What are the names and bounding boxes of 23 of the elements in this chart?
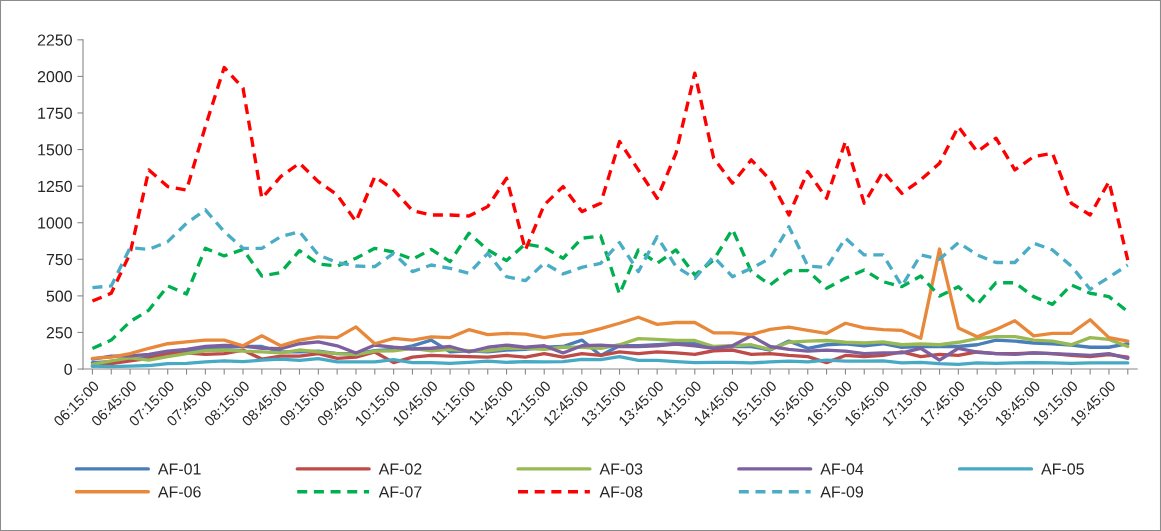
y-tick-label: 2000 — [37, 71, 72, 83]
legend-label: AF-07 — [378, 486, 422, 498]
y-tick-label: 1500 — [38, 144, 72, 156]
legend-label: AF-06 — [157, 486, 201, 498]
line-series — [90, 208, 1130, 291]
legend-label: AF-04 — [820, 463, 864, 475]
legend-label: AF-08 — [599, 486, 643, 498]
line-series — [90, 354, 1130, 369]
line-series — [90, 65, 1130, 303]
y-tick-label: 1750 — [38, 107, 72, 119]
y-tick-label: 250 — [46, 327, 72, 339]
y-tick-label: 1000 — [38, 217, 72, 229]
y-tick-label: 0 — [64, 363, 72, 375]
legend-label: AF-09 — [820, 486, 863, 498]
legend-label: AF-03 — [599, 463, 643, 475]
legend-label: AF-05 — [1041, 463, 1084, 475]
legend-label: AF-01 — [157, 463, 201, 475]
y-tick-label: 750 — [46, 253, 72, 266]
y-tick-label: 1250 — [38, 180, 72, 193]
legend-label: AF-02 — [378, 463, 422, 475]
line-series — [90, 247, 1130, 361]
y-tick-label: 500 — [46, 290, 72, 302]
y-tick-label: 2250 — [37, 34, 72, 46]
